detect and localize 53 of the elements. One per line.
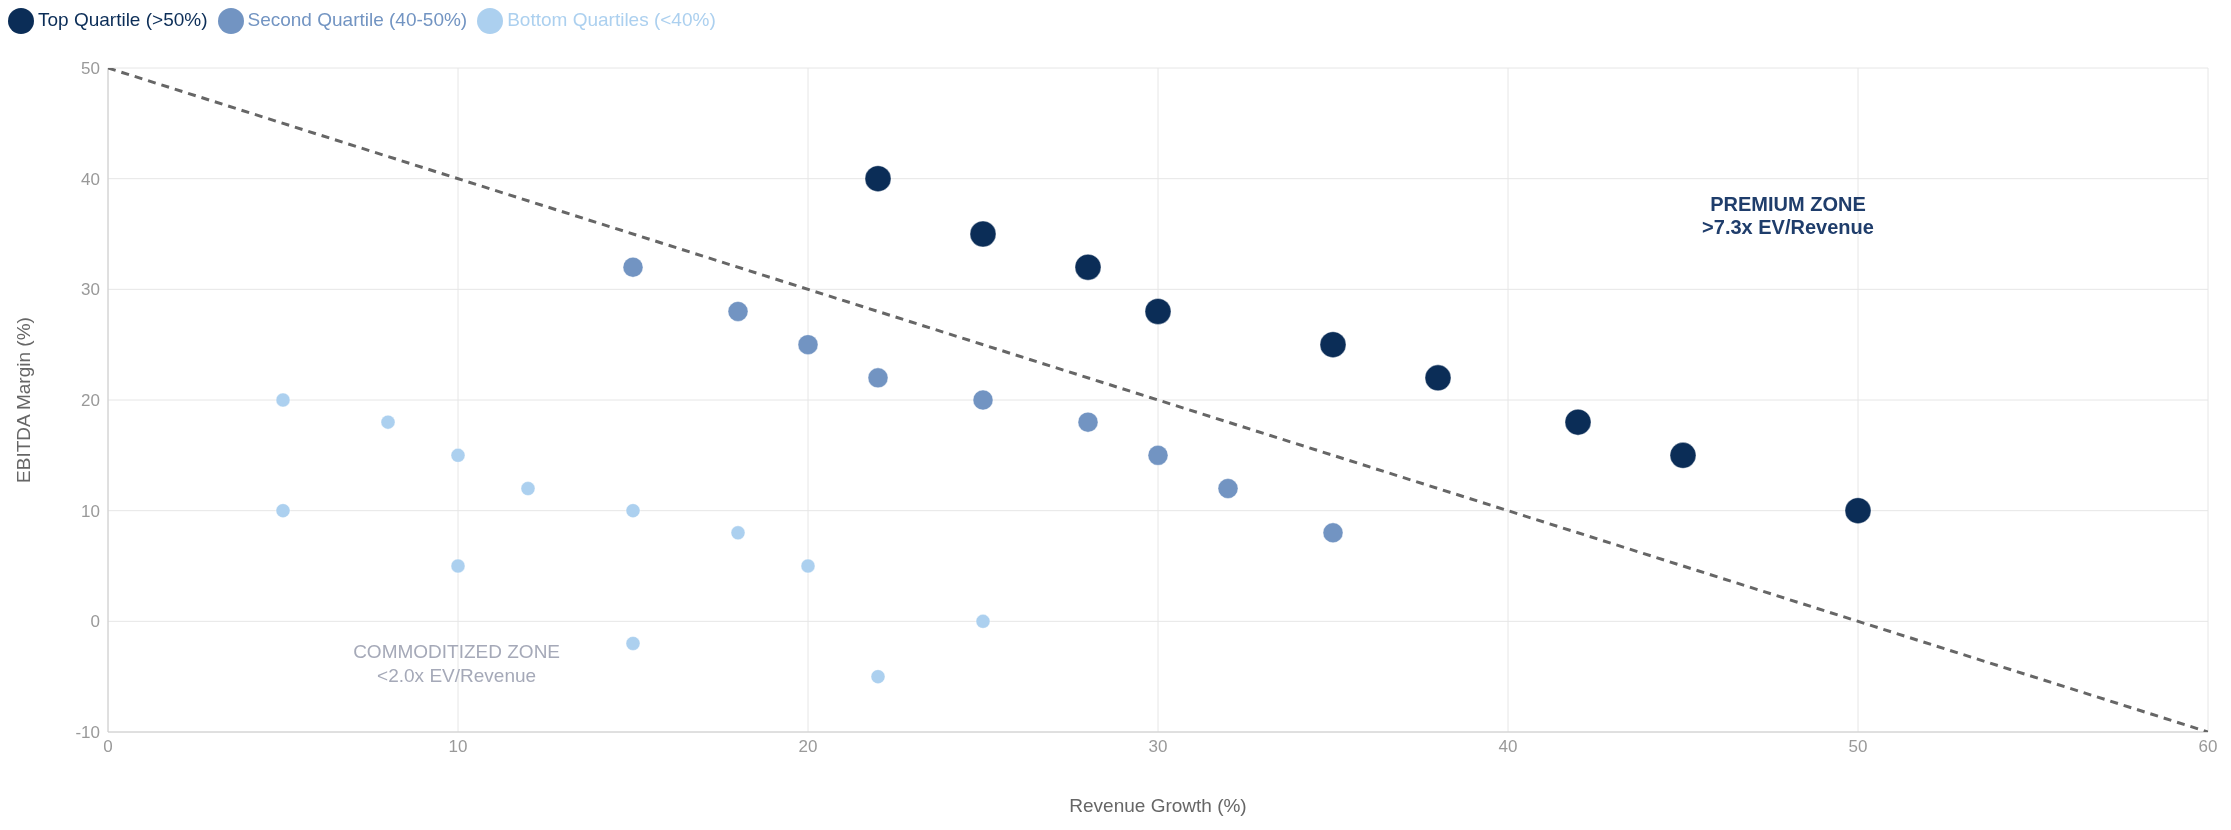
- point: [622, 256, 644, 278]
- point: [1217, 478, 1239, 500]
- x-axis-title: Revenue Growth (%): [1069, 795, 1247, 816]
- x-tick-label: 20: [798, 737, 818, 757]
- point: [275, 503, 291, 519]
- y-tick-label: 0: [90, 612, 100, 632]
- point: [969, 220, 997, 248]
- point: [1144, 297, 1172, 325]
- point: [380, 414, 396, 430]
- point: [1074, 253, 1102, 281]
- point: [1844, 497, 1872, 525]
- point: [867, 367, 889, 389]
- x-tick-label: 10: [448, 737, 468, 757]
- y-tick-label: 50: [81, 59, 100, 79]
- x-tick-label: 60: [2198, 737, 2218, 757]
- x-tick-label: 0: [103, 737, 113, 757]
- point: [727, 300, 749, 322]
- y-tick-label: -10: [75, 723, 100, 743]
- point: [450, 447, 466, 463]
- point: [870, 669, 886, 685]
- x-tick-label: 50: [1848, 737, 1868, 757]
- legend-label: Second Quartile (40-50%): [247, 9, 468, 31]
- point: [864, 165, 892, 193]
- annotation: PREMIUM ZONE: [1710, 192, 1866, 216]
- point: [1077, 411, 1099, 433]
- x-tick-label: 30: [1148, 737, 1168, 757]
- point: [730, 525, 746, 541]
- point: [972, 389, 994, 411]
- point: [975, 613, 991, 629]
- point: [520, 481, 536, 497]
- y-tick-label: 30: [81, 280, 100, 300]
- x-tick-label: 40: [1498, 737, 1518, 757]
- point: [1669, 441, 1697, 469]
- point: [1319, 331, 1347, 359]
- point: [450, 558, 466, 574]
- point: [800, 558, 816, 574]
- point: [625, 635, 641, 651]
- point: [1322, 522, 1344, 544]
- point: [1564, 408, 1592, 436]
- point: [797, 334, 819, 356]
- point: [1147, 444, 1169, 466]
- annotation: COMMODITIZED ZONE: [353, 641, 561, 664]
- point: [275, 392, 291, 408]
- legend-label: Top Quartile (>50%): [38, 9, 208, 31]
- point: [1424, 364, 1452, 392]
- y-axis-title: EBITDA Margin (%): [12, 317, 34, 483]
- annotation: <2.0x EV/Revenue: [377, 664, 537, 687]
- point: [625, 503, 641, 519]
- legend-label: Bottom Quartiles (<40%): [507, 9, 716, 31]
- y-tick-label: 10: [81, 501, 100, 521]
- y-tick-label: 40: [81, 169, 100, 189]
- y-tick-label: 20: [81, 391, 100, 411]
- annotation: >7.3x EV/Revenue: [1702, 215, 1874, 239]
